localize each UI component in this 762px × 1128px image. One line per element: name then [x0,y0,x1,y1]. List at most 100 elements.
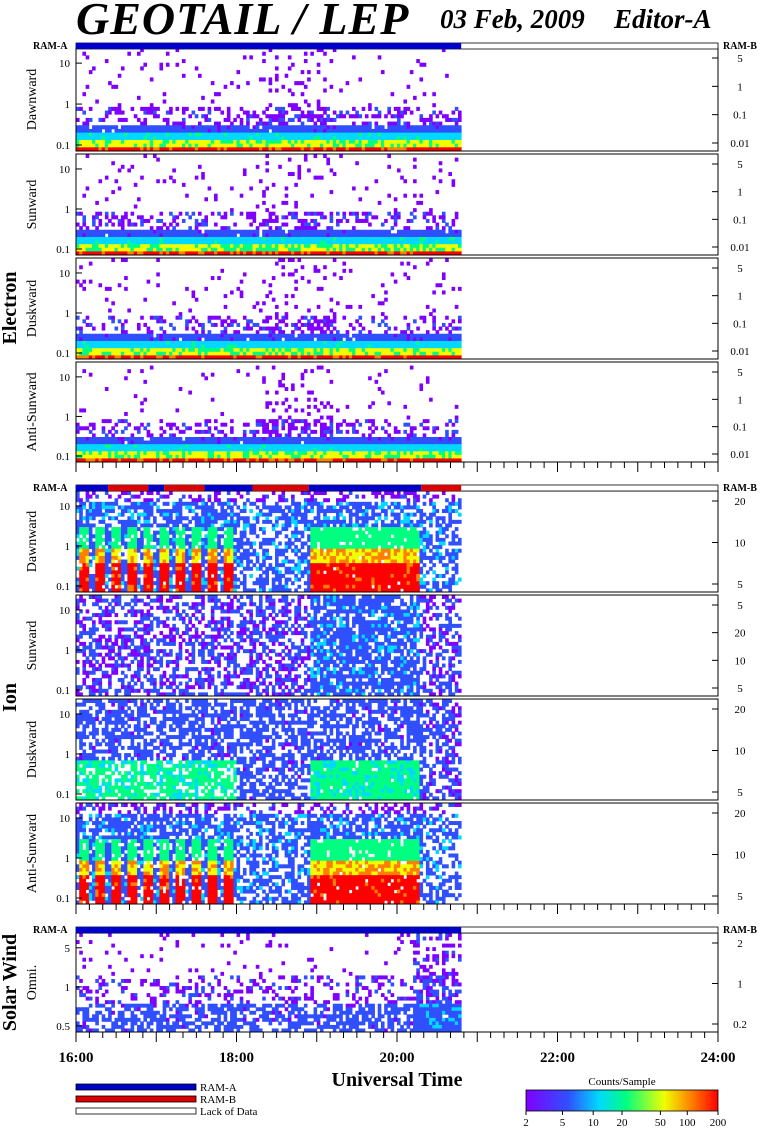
heatmap-cell [409,365,414,370]
heatmap-cell [297,168,302,173]
heatmap-cell [284,451,289,456]
heatmap-cell [258,458,263,463]
heatmap-cell [384,139,388,145]
heatmap-cell [230,236,234,241]
heatmap-cell [217,106,221,111]
heatmap-cell [429,337,433,342]
right-tick-label: 0.1 [733,214,747,226]
heatmap-cell [98,555,103,560]
heatmap-cell [358,247,363,252]
heatmap-cell [419,440,424,445]
heatmap-cell [310,143,314,148]
heatmap-cell [390,272,395,277]
heatmap-cell [422,454,427,459]
heatmap-cell [336,440,340,445]
heatmap-cell [79,454,83,459]
heatmap-cell [223,340,228,345]
heatmap-cell [278,128,282,134]
heatmap-cell [425,211,430,216]
heatmap-cell [169,337,173,342]
heatmap-cell [361,147,366,152]
heatmap-cell [268,218,273,223]
heatmap-cell [146,344,151,349]
heatmap-cell [85,509,90,514]
heatmap-cell [342,261,347,266]
heatmap-cell [249,337,253,342]
heatmap-cell [294,244,298,249]
heatmap-cell [88,143,93,148]
heatmap-cell [143,106,148,111]
heatmap-cell [451,429,456,434]
heatmap-cell [143,218,148,223]
heatmap-cell [92,229,96,234]
heatmap-cell [149,240,154,245]
heatmap-cell [348,114,353,119]
heatmap-cell [454,348,459,353]
heatmap-cell [303,157,308,162]
heatmap-cell [194,136,199,141]
heatmap-cell [104,451,109,456]
heatmap-cell [136,95,141,100]
heatmap-cell [233,337,237,342]
heatmap-cell [291,458,295,463]
panel-label: Anti-Sunward [25,372,40,451]
heatmap-cell [98,222,103,227]
heatmap-cell [178,451,183,456]
heatmap-cell [265,404,269,409]
heatmap-cell [307,279,311,284]
heatmap-cell [326,136,330,141]
heatmap-cell [191,344,196,349]
heatmap-cell [236,114,241,119]
heatmap-cell [268,229,273,234]
heatmap-cell [76,494,80,499]
heatmap-cell [108,247,112,252]
heatmap-cell [358,139,363,145]
heatmap-cell [380,333,385,338]
heatmap-cell [114,563,119,568]
heatmap-cell [162,139,167,145]
heatmap-cell [291,92,295,97]
heatmap-cell [136,244,141,249]
heatmap-cell [397,351,401,356]
heatmap-cell [323,128,327,134]
heatmap-cell [143,297,148,302]
right-tick-label: 1 [737,81,743,93]
heatmap-cell [194,139,199,145]
heatmap-cell [223,247,228,252]
heatmap-cell [101,139,106,145]
heatmap-cell [268,454,273,459]
heatmap-cell [435,114,440,119]
heatmap-cell [332,48,337,53]
heatmap-cell [143,62,148,67]
heatmap-cell [457,117,462,122]
heatmap-cell [393,247,398,252]
heatmap-cell [364,136,369,141]
heatmap-cell [220,136,225,141]
heatmap-cell [448,172,452,177]
heatmap-cell [319,422,324,427]
heatmap-cell [169,440,173,445]
heatmap-cell [397,132,401,137]
heatmap-cell [435,190,440,195]
heatmap-cell [307,319,311,324]
heatmap-cell [111,516,115,521]
heatmap-cell [390,128,395,134]
heatmap-cell [124,117,128,122]
heatmap-cell [258,422,263,427]
heatmap-cell [454,454,459,459]
heatmap-cell [281,315,286,320]
heatmap-cell [319,451,324,456]
heatmap-cell [149,229,154,234]
heatmap-cell [165,240,170,245]
heatmap-cell [172,351,176,356]
heatmap-cell [278,143,282,148]
heatmap-cell [403,193,408,198]
heatmap-cell [316,233,321,238]
heatmap-cell [188,247,192,252]
heatmap-cell [175,454,180,459]
heatmap-cell [287,337,292,342]
heatmap-cell [117,251,122,256]
heatmap-cell [185,139,189,145]
heatmap-cell [393,121,398,126]
heatmap-cell [169,233,173,238]
